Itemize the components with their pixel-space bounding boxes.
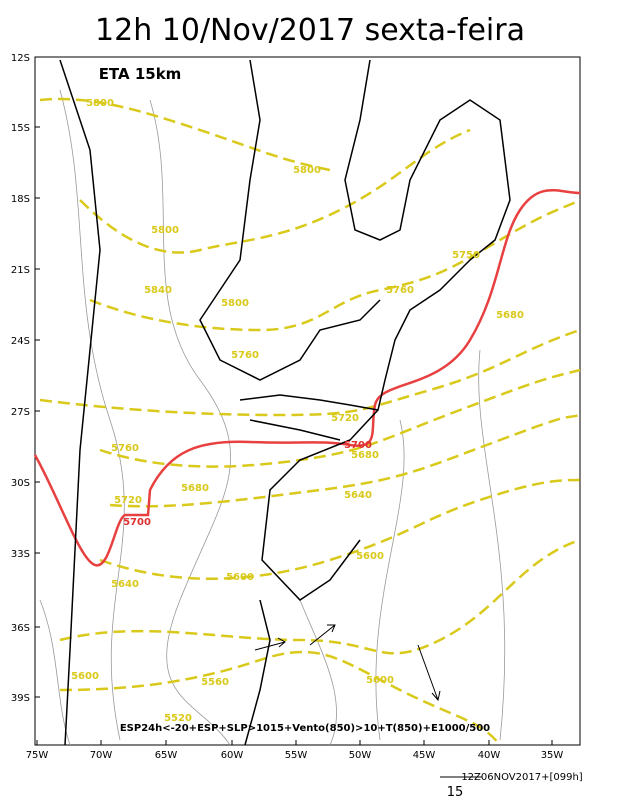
lon-label: 65W xyxy=(155,750,178,761)
contour-label: 5640 xyxy=(111,579,139,590)
contour-label: 5560 xyxy=(201,677,229,688)
contour-label: 5800 xyxy=(293,165,321,176)
lat-label: 33S xyxy=(11,549,30,560)
contour-label: 5750 xyxy=(452,250,480,261)
contour-label: 5600 xyxy=(366,675,394,686)
contour-label-red: 5700 xyxy=(344,440,372,451)
lat-label: 24S xyxy=(11,336,30,347)
lon-label: 70W xyxy=(90,750,113,761)
lon-label: 45W xyxy=(413,750,436,761)
lon-label: 75W xyxy=(26,750,49,761)
contour-label: 5840 xyxy=(144,285,172,296)
contour-label: 5520 xyxy=(164,713,192,724)
contour-label: 5760 xyxy=(386,285,414,296)
contour-label: 5680 xyxy=(496,310,524,321)
lat-label: 36S xyxy=(11,623,30,634)
lat-label: 30S xyxy=(11,478,30,489)
lat-label: 27S xyxy=(11,407,30,418)
lat-label: 21S xyxy=(11,265,30,276)
lat-label: 39S xyxy=(11,693,30,704)
contour-label: 5680 xyxy=(351,450,379,461)
caption: ESP24h<-20+ESP+SLP>1015+Vento(850)>10+T(… xyxy=(120,723,490,734)
thickness-5700 xyxy=(33,188,581,567)
vector-scale: 15 xyxy=(447,785,464,800)
lon-label: 40W xyxy=(478,750,501,761)
lon-label: 50W xyxy=(349,750,372,761)
pressure-contours xyxy=(39,89,506,746)
run-label: 12Z06NOV2017+[099h] xyxy=(461,772,582,783)
contour-label: 5800 xyxy=(86,98,114,109)
thickness-contours xyxy=(39,97,581,746)
contour-label: 5800 xyxy=(221,298,249,309)
political-borders xyxy=(59,59,511,746)
contour-label: 5720 xyxy=(331,413,359,424)
lon-label: 35W xyxy=(541,750,564,761)
contour-label: 5720 xyxy=(114,495,142,506)
contour-label: 5600 xyxy=(226,572,254,583)
map-frame xyxy=(34,56,581,746)
contour-label: 5600 xyxy=(356,551,384,562)
contour-label-red: 5700 xyxy=(123,517,151,528)
title: 12h 10/Nov/2017 sexta-feira xyxy=(95,13,525,48)
lon-label: 55W xyxy=(285,750,308,761)
contour-label: 5760 xyxy=(111,443,139,454)
contour-label: 5800 xyxy=(151,225,179,236)
contour-label: 5760 xyxy=(231,350,259,361)
lat-label: 15S xyxy=(11,123,30,134)
contour-label: 5640 xyxy=(344,490,372,501)
lat-label: 12S xyxy=(11,53,30,64)
contour-label: 5600 xyxy=(71,671,99,682)
lat-label: 18S xyxy=(11,194,30,205)
contour-label: 5680 xyxy=(181,483,209,494)
lon-label: 60W xyxy=(221,750,244,761)
wind-vectors xyxy=(254,624,441,702)
model-label: ETA 15km xyxy=(99,65,182,83)
